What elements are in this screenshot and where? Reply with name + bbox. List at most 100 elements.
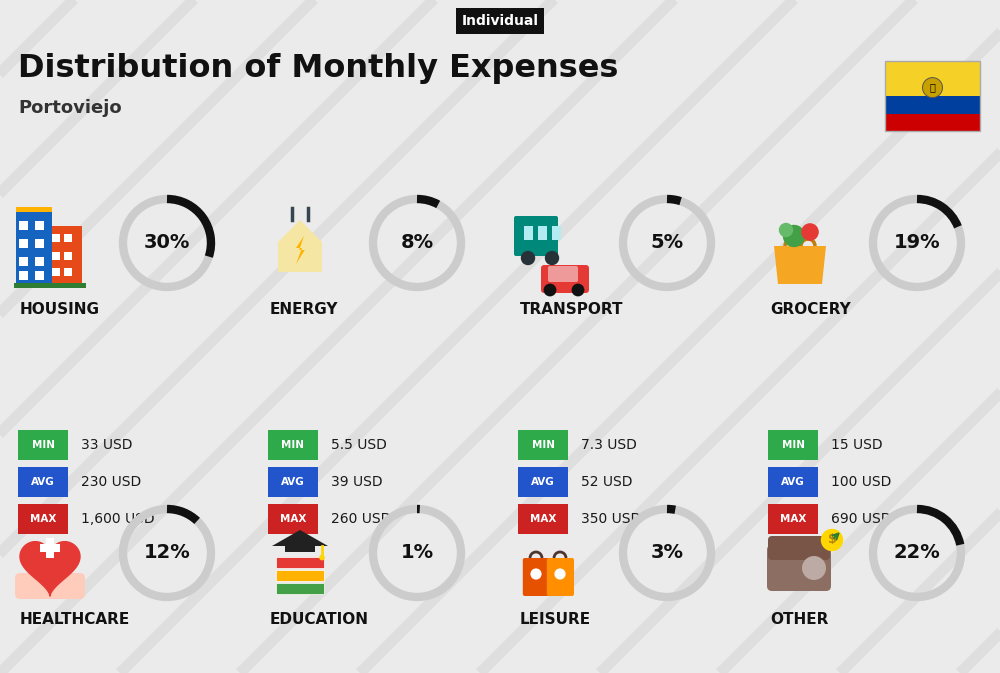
Bar — [19, 239, 28, 248]
Text: 230 USD: 230 USD — [81, 475, 141, 489]
Text: MIN: MIN — [282, 440, 304, 450]
FancyBboxPatch shape — [18, 467, 68, 497]
Text: OTHER: OTHER — [770, 612, 828, 627]
Circle shape — [783, 225, 805, 247]
Text: AVG: AVG — [531, 477, 555, 487]
Circle shape — [821, 529, 843, 551]
Text: 350 USD: 350 USD — [581, 512, 641, 526]
FancyBboxPatch shape — [15, 573, 85, 599]
Text: 22%: 22% — [894, 544, 940, 563]
Bar — [64, 234, 72, 242]
Text: 1%: 1% — [400, 544, 434, 563]
Text: ENERGY: ENERGY — [270, 302, 338, 318]
Text: MAX: MAX — [780, 514, 806, 524]
Circle shape — [922, 77, 942, 98]
Text: 7.3 USD: 7.3 USD — [581, 438, 637, 452]
Text: MIN: MIN — [532, 440, 555, 450]
Text: MAX: MAX — [280, 514, 306, 524]
Circle shape — [779, 223, 793, 237]
Bar — [52, 234, 60, 242]
Circle shape — [530, 569, 542, 579]
Bar — [64, 268, 72, 276]
Bar — [19, 257, 28, 266]
Polygon shape — [278, 220, 322, 272]
Text: 100 USD: 100 USD — [831, 475, 891, 489]
Circle shape — [545, 251, 559, 265]
Text: EDUCATION: EDUCATION — [270, 612, 369, 627]
Circle shape — [521, 251, 535, 265]
Text: TRANSPORT: TRANSPORT — [520, 302, 624, 318]
FancyBboxPatch shape — [548, 266, 578, 282]
Text: AVG: AVG — [281, 477, 305, 487]
Bar — [46, 538, 54, 558]
Text: MAX: MAX — [30, 514, 56, 524]
Polygon shape — [20, 542, 80, 596]
Text: AVG: AVG — [31, 477, 55, 487]
Text: HEALTHCARE: HEALTHCARE — [20, 612, 130, 627]
Bar — [16, 207, 52, 212]
FancyBboxPatch shape — [547, 558, 574, 596]
Text: MIN: MIN — [782, 440, 805, 450]
Bar — [14, 283, 86, 288]
Polygon shape — [272, 530, 328, 546]
Bar — [19, 221, 28, 230]
FancyBboxPatch shape — [541, 265, 589, 293]
Text: 30%: 30% — [144, 234, 190, 252]
Circle shape — [572, 283, 584, 296]
Text: 🦅: 🦅 — [930, 83, 935, 93]
Bar — [885, 61, 980, 131]
Bar — [35, 239, 44, 248]
Bar — [35, 257, 44, 266]
Polygon shape — [774, 246, 826, 284]
Bar — [52, 252, 60, 260]
FancyBboxPatch shape — [518, 430, 568, 460]
Bar — [16, 210, 52, 286]
FancyBboxPatch shape — [518, 467, 568, 497]
Text: LEISURE: LEISURE — [520, 612, 591, 627]
Text: 19%: 19% — [894, 234, 940, 252]
FancyBboxPatch shape — [518, 504, 568, 534]
Text: Distribution of Monthly Expenses: Distribution of Monthly Expenses — [18, 52, 618, 83]
FancyBboxPatch shape — [768, 504, 818, 534]
Bar — [276, 557, 324, 569]
FancyBboxPatch shape — [768, 536, 830, 560]
Text: Portoviejo: Portoviejo — [18, 99, 122, 117]
Bar — [524, 226, 533, 240]
Bar — [35, 271, 44, 280]
Bar — [552, 226, 561, 240]
Bar — [885, 61, 980, 96]
Bar — [538, 226, 547, 240]
Bar — [40, 544, 60, 552]
Bar — [276, 570, 324, 581]
Text: 52 USD: 52 USD — [581, 475, 633, 489]
Text: $: $ — [828, 534, 836, 546]
Text: 1,600 USD: 1,600 USD — [81, 512, 155, 526]
FancyBboxPatch shape — [268, 430, 318, 460]
FancyBboxPatch shape — [514, 216, 558, 256]
Bar — [64, 252, 72, 260]
FancyBboxPatch shape — [268, 467, 318, 497]
FancyBboxPatch shape — [768, 467, 818, 497]
FancyBboxPatch shape — [767, 545, 831, 591]
FancyBboxPatch shape — [523, 558, 550, 596]
Text: 5.5 USD: 5.5 USD — [331, 438, 387, 452]
Circle shape — [802, 556, 826, 580]
FancyBboxPatch shape — [18, 504, 68, 534]
Text: HOUSING: HOUSING — [20, 302, 100, 318]
Circle shape — [544, 283, 556, 296]
Bar — [285, 544, 315, 552]
FancyBboxPatch shape — [268, 504, 318, 534]
Circle shape — [319, 555, 325, 561]
Text: 33 USD: 33 USD — [81, 438, 132, 452]
Text: 8%: 8% — [400, 234, 434, 252]
Bar — [52, 268, 60, 276]
Text: 690 USD: 690 USD — [831, 512, 892, 526]
FancyBboxPatch shape — [18, 430, 68, 460]
Bar — [276, 583, 324, 594]
Text: MIN: MIN — [32, 440, 55, 450]
Bar — [19, 271, 28, 280]
Text: MAX: MAX — [530, 514, 556, 524]
Text: 12%: 12% — [144, 544, 190, 563]
Text: 3%: 3% — [650, 544, 684, 563]
Circle shape — [554, 569, 566, 579]
